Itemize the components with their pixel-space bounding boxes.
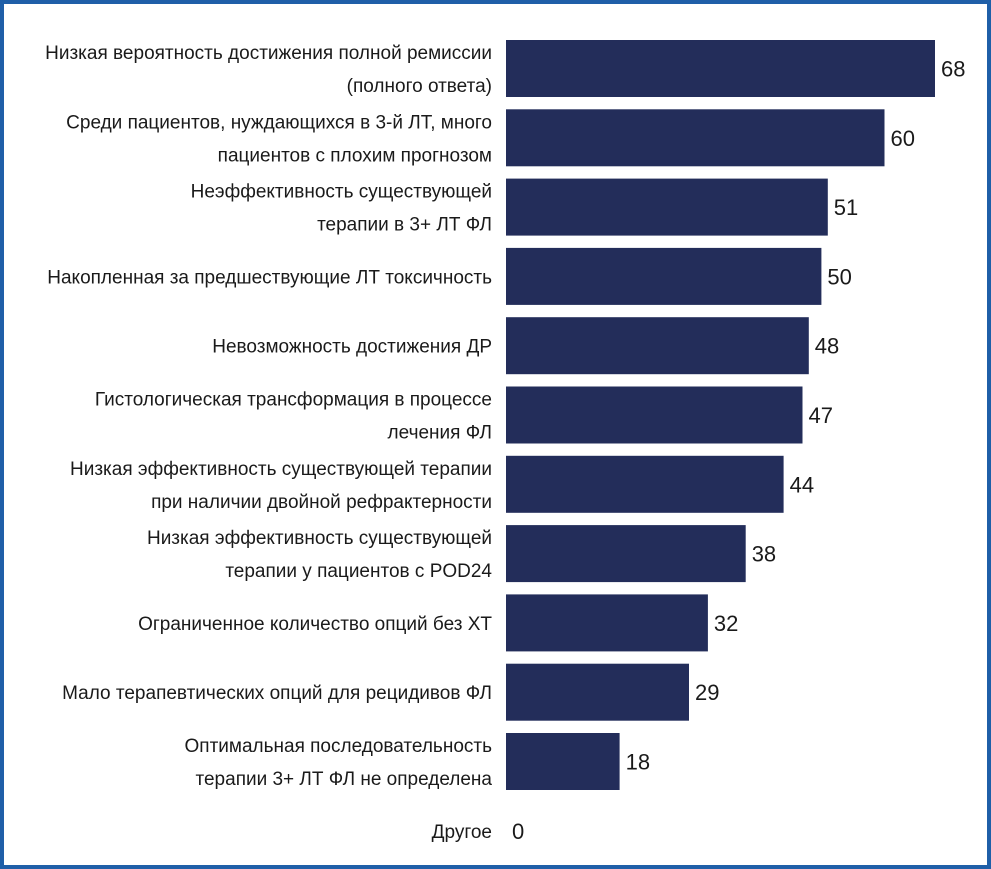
category-label: Гистологическая трансформация в процессе…	[95, 390, 492, 444]
category-label: Низкая эффективность существующей терапи…	[70, 459, 492, 513]
category-label: Невозможность достижения ДР	[212, 337, 492, 358]
value-label: 0	[512, 819, 524, 844]
bar	[506, 733, 620, 790]
category-label-line: Низкая вероятность достижения полной рем…	[45, 43, 492, 64]
bar	[506, 178, 828, 236]
category-label: Ограниченное количество опций без ХТ	[138, 614, 492, 635]
category-label-line: при наличии двойной рефрактерности	[151, 492, 492, 513]
category-label-line: терапии 3+ ЛТ ФЛ не определена	[196, 769, 493, 790]
category-label-line: Невозможность достижения ДР	[212, 337, 492, 358]
bar	[506, 455, 784, 513]
category-label-line: (полного ответа)	[347, 76, 492, 97]
value-label: 51	[834, 195, 858, 220]
category-label-line: Ограниченное количество опций без ХТ	[138, 614, 492, 635]
value-label: 47	[809, 403, 833, 428]
category-label-line: Неэффективность существующей	[191, 182, 492, 203]
bar	[506, 594, 708, 652]
value-label: 50	[827, 264, 851, 289]
category-label-line: Среди пациентов, нуждающихся в 3-й ЛТ, м…	[66, 112, 492, 133]
category-label-line: пациентов с плохим прогнозом	[218, 145, 492, 166]
category-label-line: терапии в 3+ ЛТ ФЛ	[317, 215, 492, 236]
value-label: 68	[941, 57, 965, 82]
category-label-line: Другое	[432, 822, 492, 843]
category-label-line: лечения ФЛ	[388, 423, 492, 444]
category-label-line: Мало терапевтических опций для рецидивов…	[62, 683, 492, 704]
category-label-line: Низкая эффективность существующей	[147, 528, 492, 549]
value-label: 18	[626, 750, 650, 775]
value-label: 38	[752, 542, 776, 567]
category-label: Среди пациентов, нуждающихся в 3-й ЛТ, м…	[66, 112, 492, 166]
category-label-line: терапии у пациентов с POD24	[225, 561, 492, 582]
bar	[506, 109, 885, 167]
category-label: Оптимальная последовательность терапии 3+…	[185, 736, 493, 790]
bar	[506, 663, 689, 721]
category-label: Другое	[432, 822, 492, 843]
bar	[506, 40, 935, 97]
bar	[506, 525, 746, 583]
category-label-line: Низкая эффективность существующей терапи…	[70, 459, 492, 480]
category-label-line: Накопленная за предшествующие ЛТ токсичн…	[47, 267, 492, 288]
category-label-line: Гистологическая трансформация в процессе	[95, 390, 492, 411]
value-label: 48	[815, 334, 839, 359]
bar	[506, 386, 803, 444]
bar	[506, 317, 809, 375]
category-label: Накопленная за предшествующие ЛТ токсичн…	[47, 267, 492, 288]
bar	[506, 247, 822, 305]
category-label: Низкая вероятность достижения полной рем…	[45, 43, 492, 97]
value-label: 32	[714, 611, 738, 636]
category-label-line: Оптимальная последовательность	[185, 736, 493, 757]
value-label: 60	[891, 126, 915, 151]
value-label: 29	[695, 680, 719, 705]
value-label: 44	[790, 472, 814, 497]
category-label: Неэффективность существующей терапии в 3+…	[191, 182, 492, 236]
category-label: Низкая эффективность существующей терапии…	[147, 528, 492, 582]
category-label: Мало терапевтических опций для рецидивов…	[62, 683, 492, 704]
